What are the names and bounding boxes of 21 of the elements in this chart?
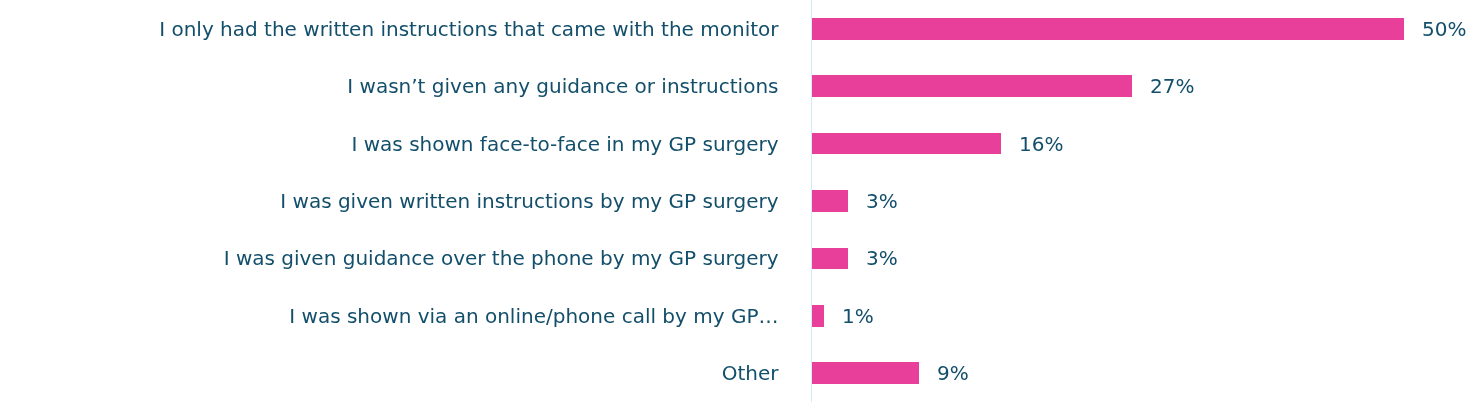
y-tick-label: I only had the written instructions that came with the monitor	[159, 16, 780, 41]
bar	[812, 304, 824, 327]
bar	[812, 247, 848, 270]
y-tick-label: I was shown via an online/phone call by my GP…	[289, 303, 779, 328]
data-label: 27%	[1150, 74, 1195, 98]
bar	[812, 75, 1132, 98]
y-tick-label: I was given guidance over the phone by my GP surgery	[223, 246, 779, 271]
data-label: 16%	[1019, 132, 1064, 156]
y-tick-label: I was shown face-to-face in my GP surgery	[351, 131, 779, 156]
data-label: 3%	[866, 189, 898, 213]
data-label: 1%	[842, 304, 874, 328]
data-label: 50%	[1422, 17, 1467, 41]
y-tick-label: I wasn’t given any guidance or instructions	[347, 74, 779, 99]
data-label: 3%	[866, 246, 898, 270]
bar	[812, 132, 1002, 155]
bar	[812, 17, 1404, 40]
bar	[812, 190, 848, 212]
bar	[812, 362, 919, 385]
y-tick-label: Other	[721, 361, 780, 386]
data-label: 9%	[937, 361, 969, 385]
y-tick-label: I was given written instructions by my GP surgery	[280, 189, 779, 213]
